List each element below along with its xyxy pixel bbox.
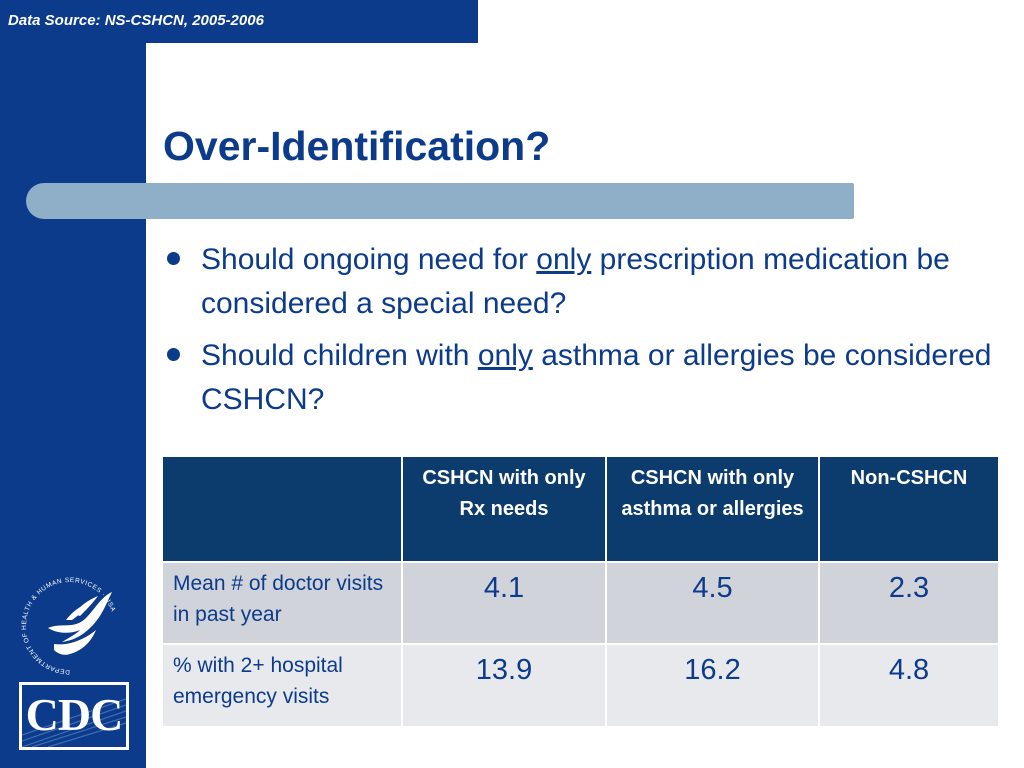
- hhs-seal-icon: DEPARTMENT OF HEALTH & HUMAN SERVICES · …: [21, 577, 116, 675]
- table-row: % with 2+ hospital emergency visits 13.9…: [161, 643, 1000, 728]
- bullet-list: Should ongoing need for only prescriptio…: [163, 238, 1013, 430]
- row-label: Mean # of doctor visits in past year: [161, 561, 403, 645]
- table-header-rx: CSHCN with only Rx needs: [401, 455, 607, 563]
- bullet-item: Should children with only asthma or alle…: [163, 334, 1013, 422]
- bullet-text: Should ongoing need for: [201, 243, 537, 276]
- table-header-empty: [161, 455, 403, 563]
- table-cell: 16.2: [605, 643, 820, 728]
- cdc-logo-text: CDC: [25, 689, 124, 740]
- bullet-text: Should children with: [201, 339, 478, 372]
- table-cell: 4.8: [818, 643, 1000, 728]
- table-cell: 4.5: [605, 561, 820, 645]
- bullet-emphasis: only: [477, 339, 533, 372]
- bullet-emphasis: only: [536, 243, 592, 276]
- row-label: % with 2+ hospital emergency visits: [161, 643, 403, 728]
- top-frame-band: [0, 0, 478, 43]
- data-source-caption: Data Source: NS-CSHCN, 2005-2006: [8, 12, 264, 29]
- table-cell: 4.1: [401, 561, 607, 645]
- table-header-row: CSHCN with only Rx needs CSHCN with only…: [161, 455, 1000, 563]
- bullet-text: asthma or allergies be considered CSHCN?: [201, 339, 992, 416]
- slide-title: Over-Identification?: [163, 123, 551, 169]
- comparison-table: CSHCN with only Rx needs CSHCN with only…: [161, 455, 1000, 728]
- table-header-asthma: CSHCN with only asthma or allergies: [605, 455, 820, 563]
- table-cell: 13.9: [401, 643, 607, 728]
- bullet-item: Should ongoing need for only prescriptio…: [163, 238, 1013, 326]
- table-header-non-cshcn: Non-CSHCN: [818, 455, 1000, 563]
- title-underline-bar: [26, 183, 854, 219]
- table-cell: 2.3: [818, 561, 1000, 645]
- cdc-stripes-icon: [22, 698, 126, 747]
- table-row: Mean # of doctor visits in past year 4.1…: [161, 561, 1000, 645]
- bullet-text: prescription medication be considered a …: [201, 243, 950, 320]
- left-frame-band: [0, 0, 146, 768]
- cdc-logo: CDC: [19, 682, 129, 750]
